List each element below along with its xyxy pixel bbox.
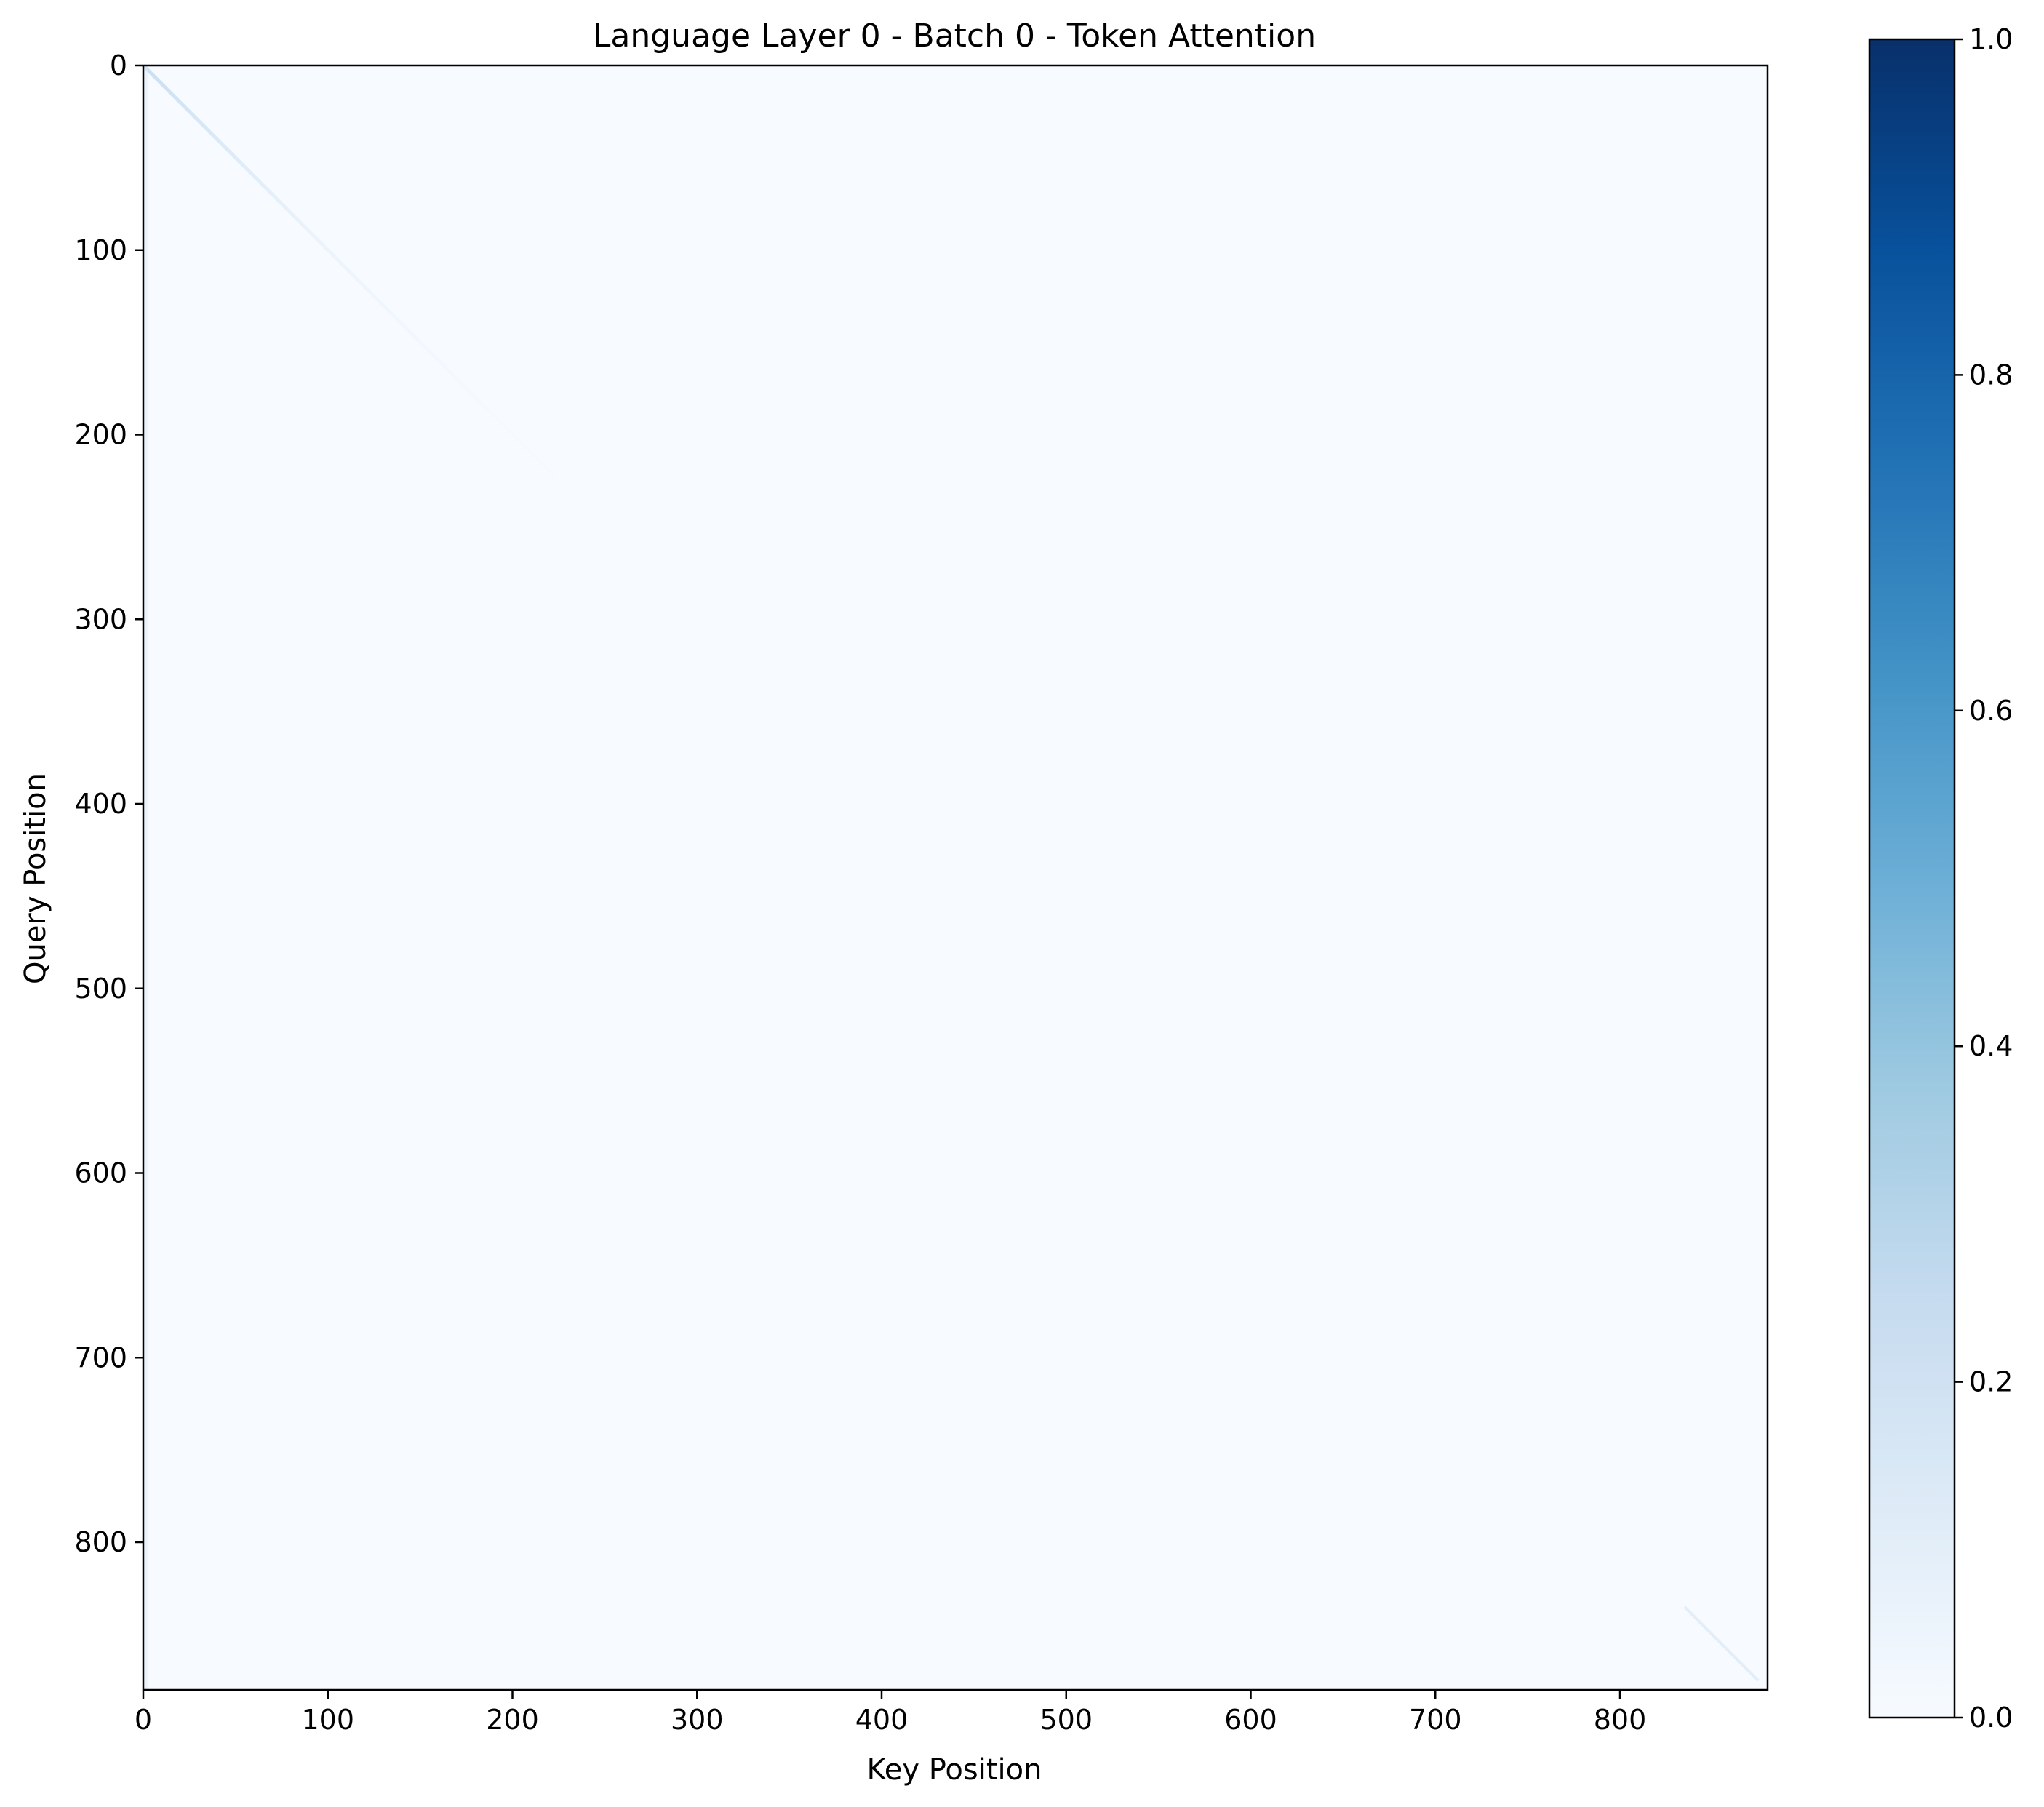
colorbar-tick-label: 0.6 <box>1969 695 2013 727</box>
colorbar-tick-label: 0.2 <box>1969 1366 2013 1398</box>
y-axis-label: Query Position <box>19 773 52 984</box>
colorbar: 0.0 0.2 0.4 0.6 0.8 1.0 <box>1868 23 2013 1734</box>
y-tick-label: 100 <box>74 234 127 266</box>
y-tick-label: 500 <box>74 973 127 1005</box>
heatmap-features <box>142 64 1760 1690</box>
y-tick-label: 700 <box>74 1341 127 1373</box>
x-axis-ticks: 0 100 200 300 400 500 600 700 800 <box>135 1690 1646 1736</box>
x-tick-label: 600 <box>1224 1704 1277 1736</box>
y-tick-label: 600 <box>74 1157 127 1189</box>
heat-diagonal-late <box>1683 1605 1760 1682</box>
colorbar-tick-label: 0.0 <box>1969 1702 2013 1734</box>
colorbar-tick-label: 1.0 <box>1969 23 2013 55</box>
heat-first-key-column <box>143 65 148 1690</box>
x-tick-label: 0 <box>135 1704 152 1736</box>
chart-title: Language Layer 0 - Batch 0 - Token Atten… <box>593 17 1316 55</box>
y-tick-label: 200 <box>74 419 127 451</box>
x-tick-label: 800 <box>1594 1704 1647 1736</box>
x-tick-label: 100 <box>301 1704 354 1736</box>
y-tick-label: 800 <box>74 1526 127 1558</box>
y-tick-label: 400 <box>74 788 127 820</box>
x-tick-label: 500 <box>1039 1704 1093 1736</box>
heat-diagonal-early <box>142 64 625 547</box>
y-axis-ticks: 0 100 200 300 400 500 600 700 800 <box>74 49 143 1558</box>
heatmap-area <box>142 64 1769 1691</box>
y-tick-label: 300 <box>74 603 127 635</box>
colorbar-gradient <box>1868 38 1956 1719</box>
x-tick-label: 200 <box>486 1704 539 1736</box>
x-axis-label: Key Position <box>867 1753 1042 1787</box>
x-tick-label: 300 <box>671 1704 724 1736</box>
colorbar-ticks: 0.0 0.2 0.4 0.6 0.8 1.0 <box>1955 23 2013 1734</box>
y-tick-label: 0 <box>110 49 127 81</box>
x-tick-label: 700 <box>1409 1704 1462 1736</box>
x-tick-label: 400 <box>855 1704 909 1736</box>
colorbar-tick-label: 0.4 <box>1969 1030 2013 1062</box>
colorbar-tick-label: 0.8 <box>1969 359 2013 391</box>
plot-frame <box>142 64 1769 1691</box>
